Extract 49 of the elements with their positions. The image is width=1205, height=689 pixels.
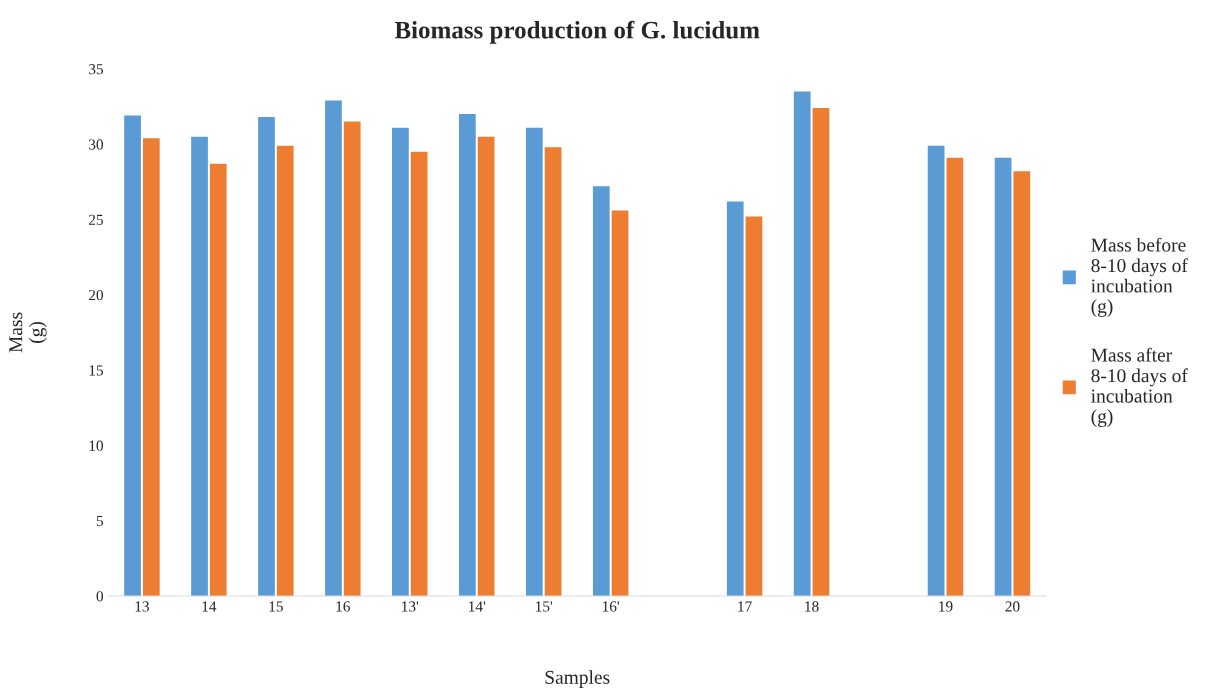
y-tick-label: 35 [89,64,103,75]
bar [410,151,428,596]
y-tick-label: 0 [96,591,104,602]
x-tick-label: 16' [603,601,620,612]
y-tick-label: 25 [88,214,103,225]
x-tick-label: 14' [469,601,486,612]
y-tick-label: 20 [88,289,104,301]
bar [142,138,160,596]
bar [611,210,629,596]
x-tick-label: 15' [536,601,553,612]
bar [793,91,811,596]
x-tick-label: 15 [269,601,283,612]
x-tick-label: 18 [805,601,819,612]
y-tick-label: 10 [89,440,104,451]
bar [745,216,763,596]
bar [1013,171,1031,596]
bar [343,121,361,596]
legend-label: Mass after 8-10 days of incubation (g) [1091,347,1188,427]
bar [258,117,275,596]
bar [592,186,610,596]
bar [276,145,294,596]
bar [459,114,476,596]
y-axis-title: Mass (g) [9,312,47,353]
y-tick-label: 15 [89,365,103,376]
bar [525,127,543,596]
x-tick-label: 14 [202,601,217,612]
x-tick-label: 16 [336,601,351,612]
bar [191,136,208,596]
x-tick-label: 20 [1005,601,1020,612]
bar [477,136,495,596]
x-tick-label: 13' [402,601,419,612]
x-tick-label: 17 [738,601,752,612]
bar [726,201,744,596]
x-axis-title: Samples [545,670,610,688]
y-tick-label: 30 [89,139,104,150]
bar [544,147,562,596]
legend-label: Mass before 8-10 days of incubation (g) [1091,237,1188,317]
bar [325,100,342,596]
chart-title: Biomass production of G. lucidum [394,20,760,44]
bar [209,163,227,596]
bar [946,157,964,596]
x-tick-label: 19 [939,601,953,612]
x-tick-label: 13 [135,601,149,612]
y-tick-label: 5 [96,515,103,527]
bar [124,115,141,596]
bar [812,108,830,596]
bar [994,157,1012,596]
bar [392,127,409,596]
bar [927,145,945,596]
